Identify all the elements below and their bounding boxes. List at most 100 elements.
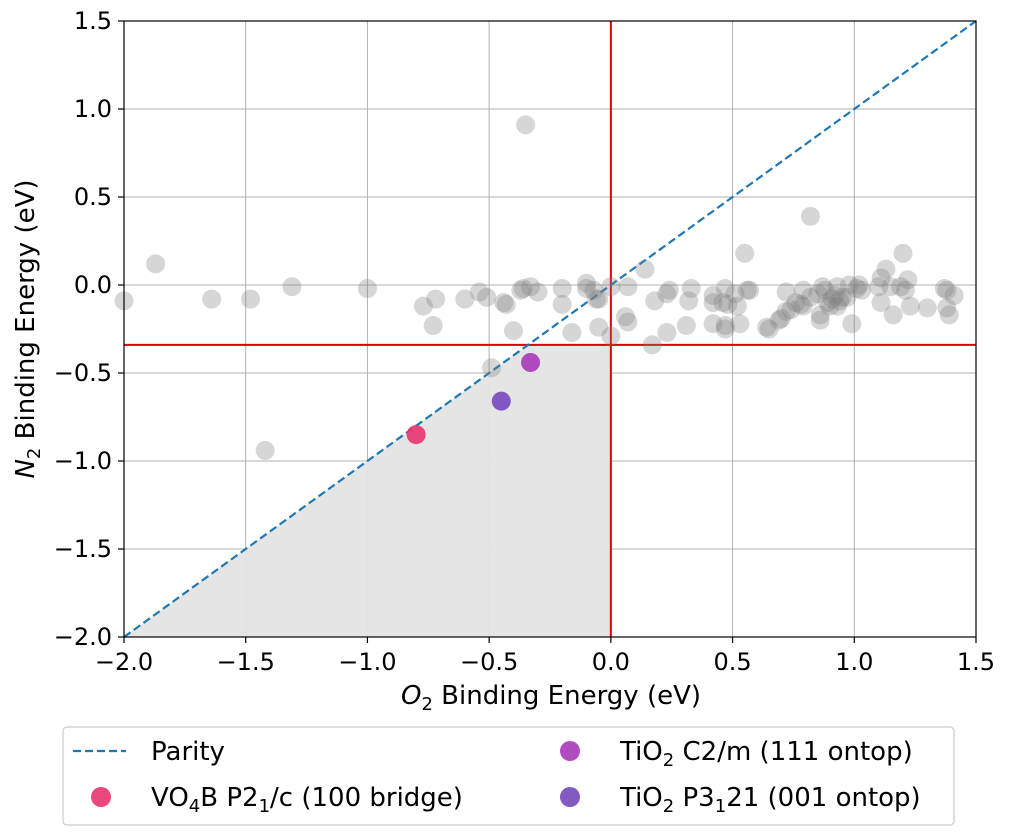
legend-tio2-p3121-marker bbox=[560, 787, 580, 807]
x-tick-label: 1.5 bbox=[957, 648, 995, 676]
data-point bbox=[837, 287, 857, 307]
data-point bbox=[757, 317, 777, 337]
data-point bbox=[618, 312, 638, 332]
y-tick-label: 1.0 bbox=[74, 95, 112, 123]
data-point bbox=[791, 294, 811, 314]
feasible-region bbox=[124, 344, 611, 637]
data-point bbox=[810, 305, 830, 325]
data-point bbox=[511, 280, 531, 300]
data-point bbox=[282, 277, 302, 297]
plot-frame bbox=[123, 20, 977, 638]
data-point bbox=[494, 293, 514, 313]
data-point bbox=[776, 282, 796, 302]
data-point bbox=[727, 296, 747, 316]
x-tick-label: 1.0 bbox=[835, 648, 873, 676]
data-point bbox=[771, 308, 791, 328]
data-point bbox=[601, 277, 621, 297]
data-point bbox=[883, 305, 903, 325]
y-tick-label: −0.5 bbox=[54, 359, 112, 387]
y-tick-label: 0.5 bbox=[74, 183, 112, 211]
data-point bbox=[589, 289, 609, 309]
data-point bbox=[202, 289, 222, 309]
data-point bbox=[357, 279, 377, 299]
axes-frame bbox=[123, 20, 977, 638]
data-point bbox=[847, 279, 867, 299]
legend-tio2-c2m-label: TiO2 C2/m (111 ontop) bbox=[619, 737, 913, 771]
data-point bbox=[737, 280, 757, 300]
data-point bbox=[601, 326, 621, 346]
y-tick-labels: −2.0 −1.5 −1.0 −0.5 0.0 0.5 1.0 1.5 bbox=[54, 7, 124, 651]
data-point bbox=[703, 286, 723, 306]
data-point bbox=[793, 280, 813, 300]
legend-tio2-p3121-label: TiO2 P3121 (001 ontop) bbox=[619, 783, 921, 817]
legend-vo4b-label: VO4B P21/c (100 bridge) bbox=[151, 783, 463, 817]
data-point bbox=[423, 315, 443, 335]
data-point bbox=[645, 291, 665, 311]
data-point bbox=[703, 293, 723, 313]
parity-line bbox=[123, 20, 977, 638]
data-point bbox=[615, 307, 635, 327]
y-tick-label: 0.0 bbox=[74, 271, 112, 299]
data-point bbox=[827, 296, 847, 316]
legend-parity-label: Parity bbox=[151, 737, 225, 767]
data-point bbox=[827, 277, 847, 297]
y-tick-label: −1.0 bbox=[54, 447, 112, 475]
background-points bbox=[114, 115, 964, 460]
x-tick-label: −1.5 bbox=[217, 648, 275, 676]
data-point bbox=[676, 315, 696, 335]
highlighted-point-0 bbox=[406, 425, 426, 445]
data-point bbox=[681, 279, 701, 299]
data-point bbox=[679, 291, 699, 311]
data-point bbox=[618, 277, 638, 297]
data-point bbox=[881, 277, 901, 297]
data-point bbox=[871, 293, 891, 313]
data-point bbox=[586, 289, 606, 309]
data-point bbox=[822, 289, 842, 309]
data-point bbox=[146, 254, 166, 274]
data-point bbox=[842, 314, 862, 334]
x-tick-label: −1.0 bbox=[338, 648, 396, 676]
data-point bbox=[713, 293, 733, 313]
data-point bbox=[937, 298, 957, 318]
data-point bbox=[715, 319, 735, 339]
x-tick-label: 0.5 bbox=[713, 648, 751, 676]
data-point bbox=[776, 301, 796, 321]
data-point bbox=[552, 294, 572, 314]
data-point bbox=[793, 296, 813, 316]
data-point bbox=[477, 287, 497, 307]
data-point bbox=[900, 296, 920, 316]
data-point bbox=[577, 279, 597, 299]
data-point bbox=[813, 277, 833, 297]
data-point bbox=[849, 275, 869, 295]
data-point bbox=[584, 280, 604, 300]
data-point bbox=[800, 206, 820, 226]
data-point bbox=[869, 277, 889, 297]
parity-diagonal bbox=[123, 20, 977, 638]
highlighted-points bbox=[406, 352, 541, 445]
data-point bbox=[939, 305, 959, 325]
highlighted-point-2 bbox=[491, 391, 511, 411]
data-point bbox=[818, 293, 838, 313]
x-tick-label: −0.5 bbox=[460, 648, 518, 676]
highlighted-point-1 bbox=[521, 352, 541, 372]
data-point bbox=[589, 317, 609, 337]
data-point bbox=[893, 243, 913, 263]
data-point bbox=[852, 280, 872, 300]
data-point bbox=[891, 277, 911, 297]
data-point bbox=[715, 279, 735, 299]
legend: Parity VO4B P21/c (100 bridge) TiO2 C2/m… bbox=[62, 726, 955, 826]
data-point bbox=[898, 270, 918, 290]
data-point bbox=[800, 287, 820, 307]
data-point bbox=[241, 289, 261, 309]
x-tick-label: −2.0 bbox=[95, 648, 153, 676]
data-point bbox=[876, 259, 896, 279]
data-point bbox=[781, 300, 801, 320]
data-point bbox=[469, 282, 489, 302]
y-tick-label: −1.5 bbox=[54, 535, 112, 563]
data-point bbox=[516, 115, 536, 135]
data-point bbox=[455, 289, 475, 309]
data-point bbox=[917, 298, 937, 318]
y-tick-label: 1.5 bbox=[74, 7, 112, 35]
data-point bbox=[730, 314, 750, 334]
